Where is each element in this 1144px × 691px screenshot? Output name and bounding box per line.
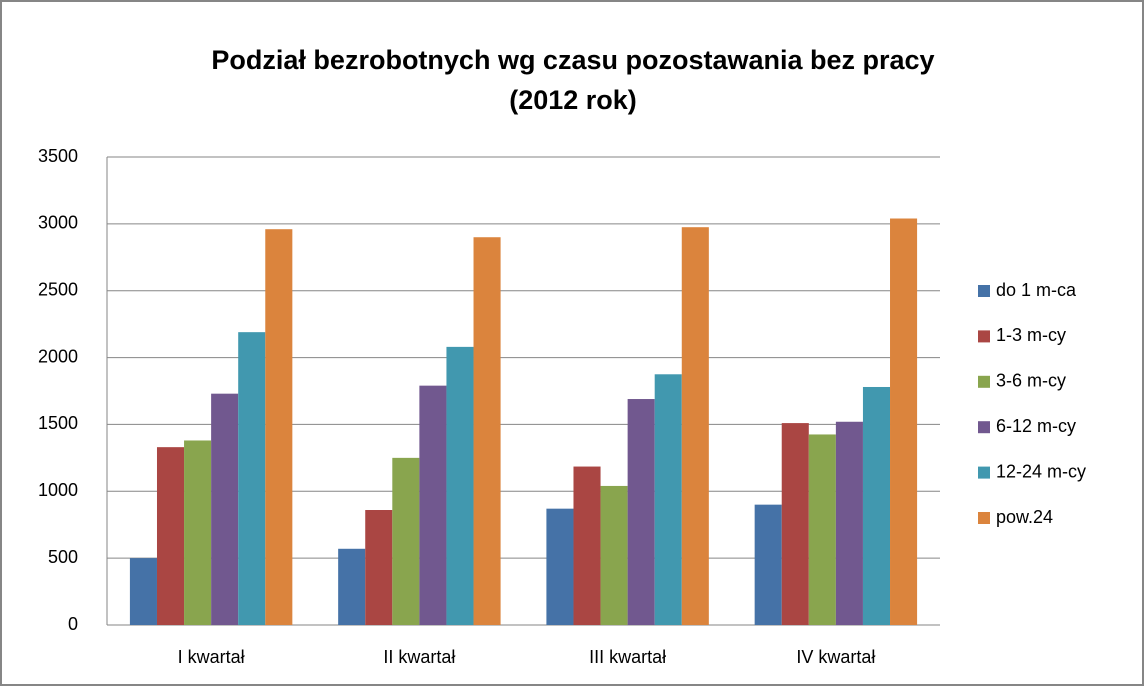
bar xyxy=(546,508,574,625)
legend-label: 6-12 m-cy xyxy=(996,416,1076,436)
legend-label: 1-3 m-cy xyxy=(996,325,1066,345)
bar xyxy=(473,237,501,625)
bar xyxy=(681,227,709,625)
legend-swatch xyxy=(978,375,990,388)
legend-swatch xyxy=(978,421,990,434)
legend-label: do 1 m-ca xyxy=(996,280,1077,300)
bar xyxy=(156,447,185,625)
bar xyxy=(754,504,782,625)
bar xyxy=(419,385,447,625)
x-tick-label: II kwartał xyxy=(383,647,455,667)
x-tick-label: IV kwartał xyxy=(796,647,875,667)
x-tick-label: I kwartał xyxy=(178,647,245,667)
bar xyxy=(446,346,474,625)
legend-label: pow.24 xyxy=(996,507,1053,527)
bar xyxy=(184,440,212,625)
y-tick-label: 2000 xyxy=(38,346,78,366)
bar xyxy=(238,332,266,625)
chart-title: (2012 rok) xyxy=(509,85,637,115)
legend-label: 12-24 m-cy xyxy=(996,461,1086,481)
bar xyxy=(862,386,891,625)
y-tick-label: 1000 xyxy=(38,480,78,500)
bar xyxy=(338,548,366,625)
y-tick-label: 0 xyxy=(68,614,78,634)
legend-swatch xyxy=(978,285,990,297)
bar xyxy=(129,558,157,625)
bar xyxy=(627,399,655,625)
bar xyxy=(392,457,420,625)
legend-swatch xyxy=(978,512,990,524)
bar xyxy=(573,466,601,625)
y-tick-label: 1500 xyxy=(38,413,78,433)
legend-label: 3-6 m-cy xyxy=(996,371,1066,391)
y-tick-label: 2500 xyxy=(38,279,78,299)
x-tick-label: III kwartał xyxy=(589,647,666,667)
bar xyxy=(835,421,863,625)
bar xyxy=(265,229,293,625)
bar xyxy=(365,510,393,625)
bar xyxy=(890,218,918,625)
y-tick-label: 3500 xyxy=(38,146,78,166)
bar xyxy=(211,393,239,625)
y-tick-label: 500 xyxy=(48,547,78,567)
bar xyxy=(654,374,682,625)
legend-swatch xyxy=(978,330,990,343)
bar xyxy=(781,423,809,625)
y-tick-label: 3000 xyxy=(38,213,78,233)
chart-title: Podział bezrobotnych wg czasu pozostawan… xyxy=(211,45,934,75)
bar xyxy=(600,485,628,625)
bar xyxy=(808,434,836,625)
legend-swatch xyxy=(978,466,990,479)
